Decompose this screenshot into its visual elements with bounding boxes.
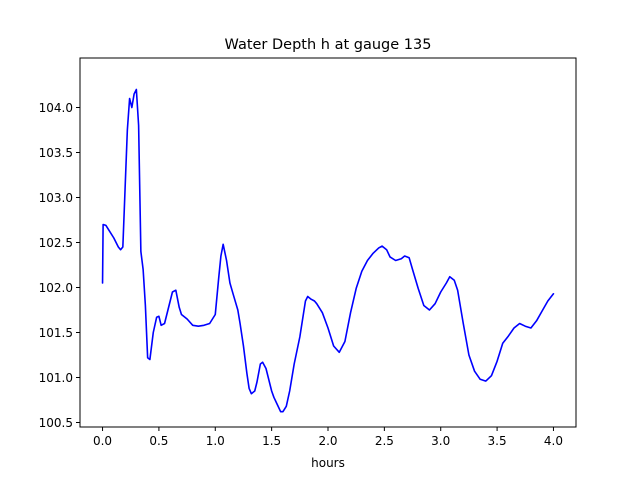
x-axis-label: hours <box>311 456 345 470</box>
y-tick-label: 101.5 <box>39 326 73 340</box>
x-tick-label: 1.0 <box>206 434 225 448</box>
y-tick-label: 102.5 <box>39 236 73 250</box>
y-axis-ticks: 100.5 101.0 101.5 102.0 102.5 103.0 103.5 104.0 <box>39 101 80 430</box>
y-tick-label: 103.0 <box>39 191 73 205</box>
x-tick-label: 0.5 <box>149 434 168 448</box>
series-line <box>101 88 555 413</box>
y-tick-label: 103.5 <box>39 146 73 160</box>
y-tick-label: 101.0 <box>39 371 73 385</box>
plot-area-frame <box>79 57 577 428</box>
x-tick-label: 2.0 <box>318 434 337 448</box>
x-tick-label: 1.5 <box>262 434 281 448</box>
y-tick-label: 100.5 <box>39 416 73 430</box>
y-tick-label: 102.0 <box>39 281 73 295</box>
x-tick-label: 0.0 <box>93 434 112 448</box>
x-tick-label: 3.0 <box>431 434 450 448</box>
x-axis-ticks: 0.0 0.5 1.0 1.5 2.0 2.5 3.0 3.5 4.0 <box>93 427 563 448</box>
y-tick-label: 104.0 <box>39 101 73 115</box>
x-tick-label: 2.5 <box>375 434 394 448</box>
x-tick-label: 4.0 <box>544 434 563 448</box>
series-group <box>101 88 555 413</box>
x-tick-label: 3.5 <box>488 434 507 448</box>
chart-title: Water Depth h at gauge 135 <box>225 37 432 53</box>
